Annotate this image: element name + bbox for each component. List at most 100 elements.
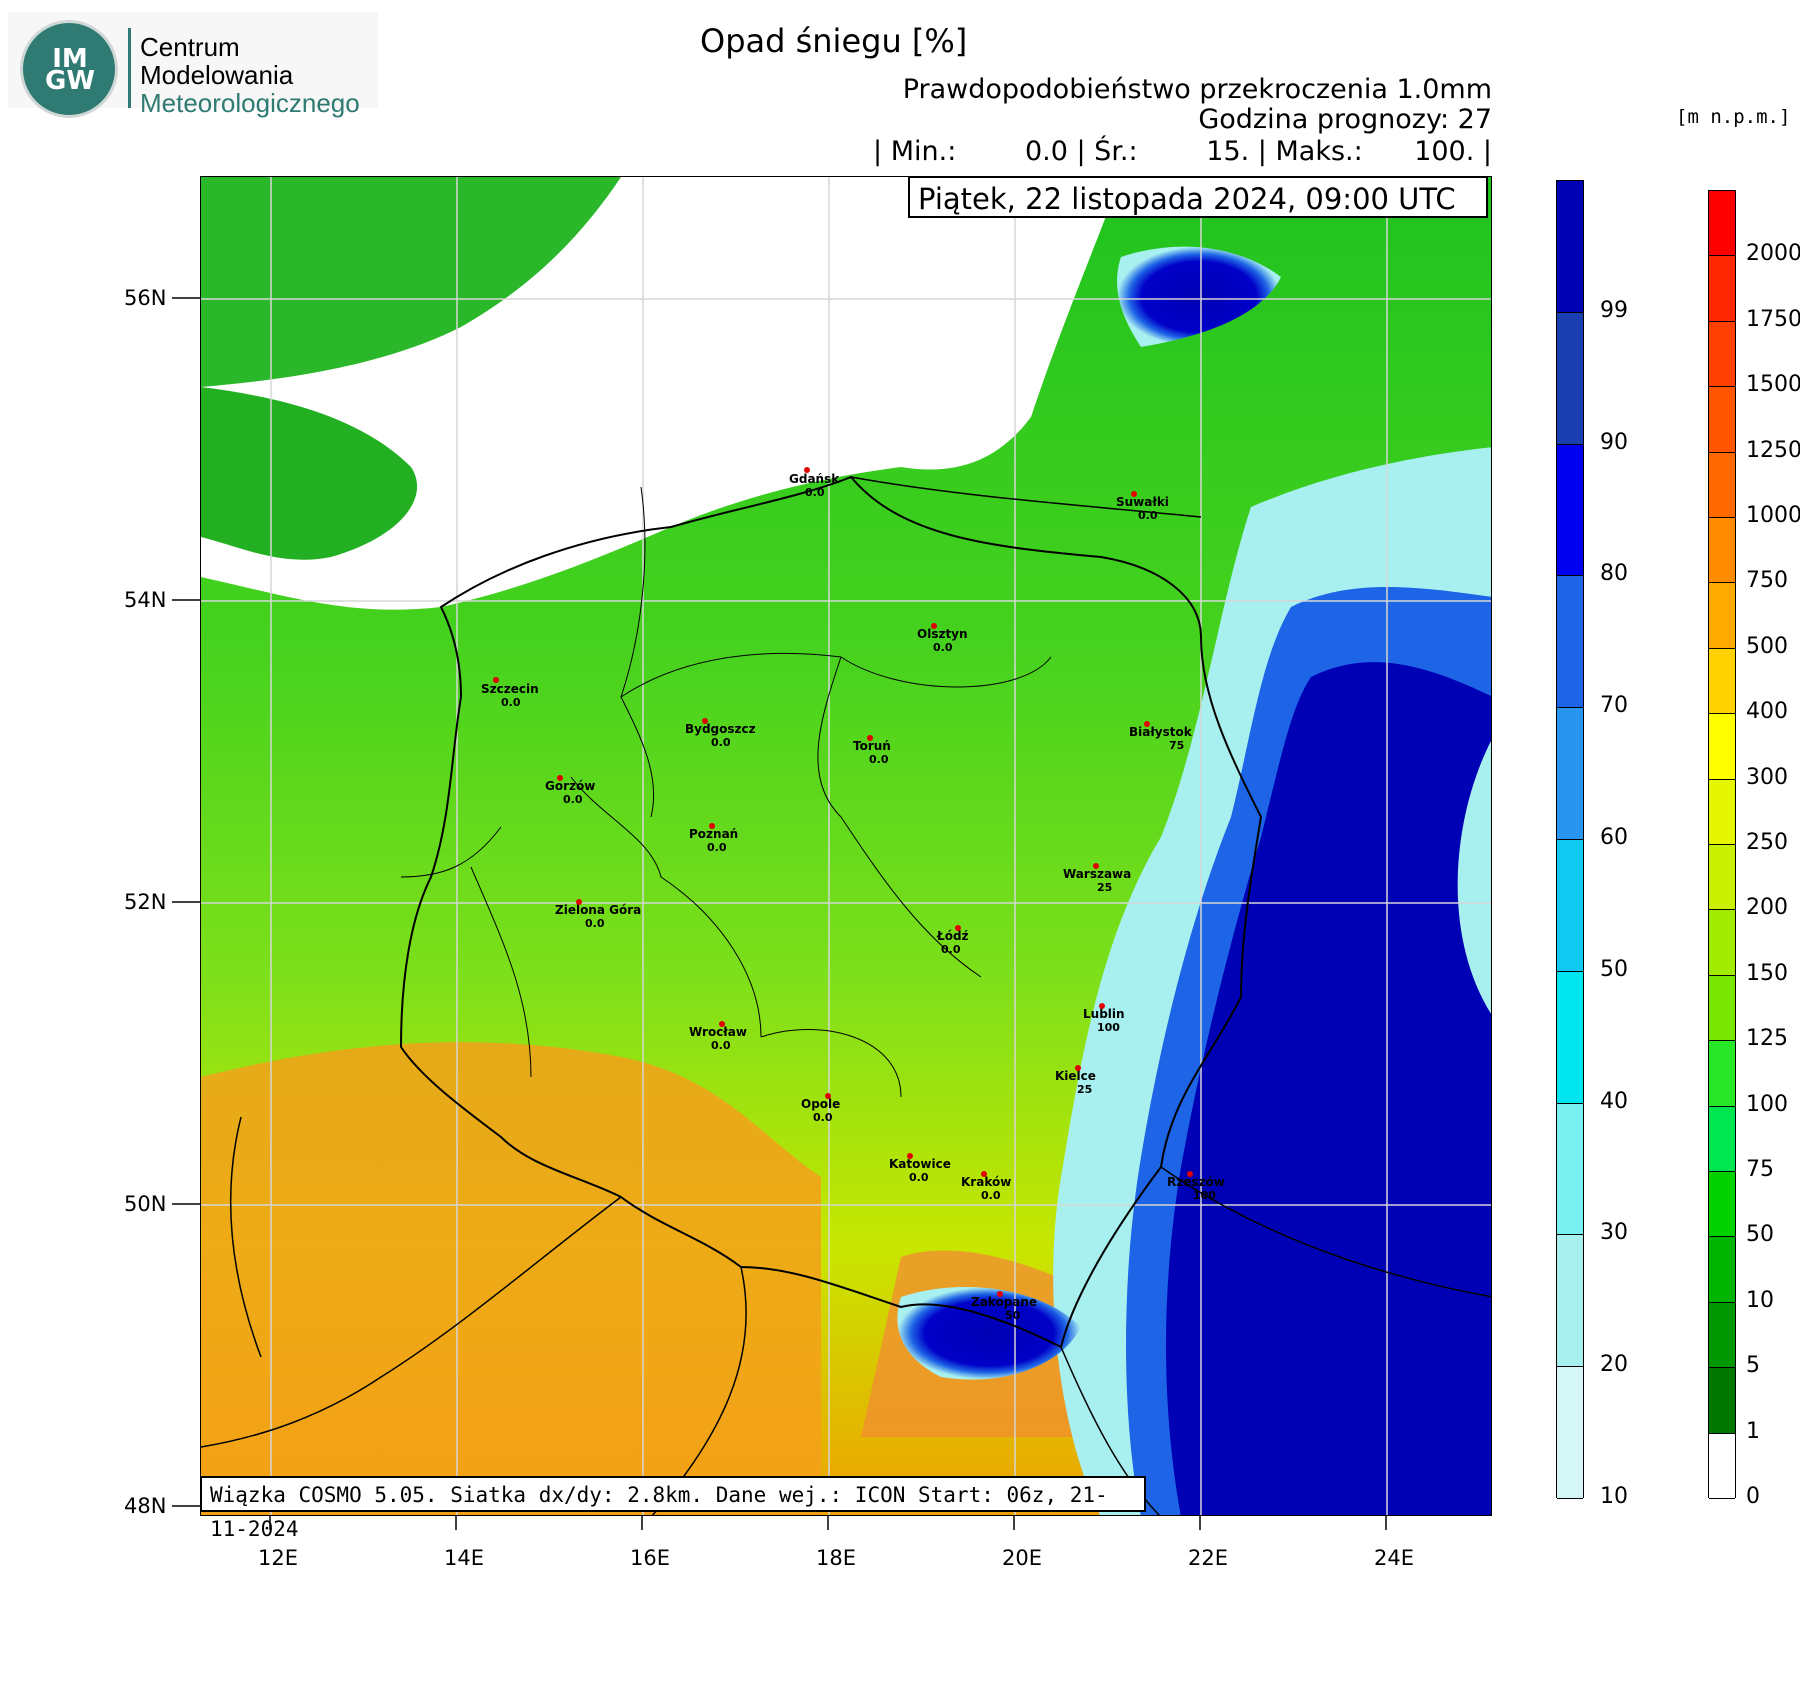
map-subtitle-forecast-hour: Godzina prognozy: 27 [1198,104,1492,135]
probability-label: 30 [1600,1220,1628,1246]
graticule [201,177,1491,1515]
city-bydgoszcz: Bydgoszcz 0.0 [685,722,756,749]
city-value: 0.0 [711,1039,731,1052]
elevation-label: 200 [1746,895,1788,921]
elevation-colorbar-labels: 2000 1750 1500 1250 1000 750 500 400 300 250 200 15… [1746,0,1800,1700]
city-value: 0.0 [711,736,731,749]
city-value: 0.0 [585,917,605,930]
lat-ticks [172,297,200,1507]
city-name: Poznań [689,827,739,841]
city-marker [1131,491,1137,497]
city-katowice: Katowice 0.0 [889,1157,951,1184]
elevation-label: 75 [1746,1157,1774,1182]
elevation-segment [1709,1433,1735,1499]
city-value: 100 [1193,1189,1216,1202]
city-szczecin: Szczecin 0.0 [481,682,539,709]
probability-segment [1557,1367,1583,1499]
elevation-label: 0 [1746,1484,1760,1509]
probability-label: 20 [1600,1352,1628,1378]
elevation-segment [1709,256,1735,322]
probability-segment [1557,1103,1583,1236]
lon-label: 14E [444,1546,484,1570]
probability-segment [1557,181,1583,313]
city-value: 0.0 [933,641,953,654]
city-value: 75 [1169,739,1185,752]
elevation-label: 300 [1746,764,1788,790]
elevation-segment [1709,1368,1735,1434]
city-marker [557,775,563,781]
city-name: Gorzów [545,779,596,793]
lon-label: 22E [1188,1546,1228,1570]
map-subtitle-probability: Prawdopodobieństwo przekroczenia 1.0mm [902,74,1492,105]
elevation-segment [1709,1237,1735,1303]
elevation-label: 1000 [1746,503,1800,528]
city-value: 0.0 [563,793,583,806]
elevation-label: 400 [1746,699,1788,725]
city-marker [1144,721,1150,727]
city-value: 0.0 [909,1171,929,1184]
city-marker [702,718,708,724]
city-marker [907,1153,913,1159]
elevation-segment [1709,975,1735,1042]
elevation-segment [1709,387,1735,453]
elevation-label: 10 [1746,1287,1774,1313]
snow-prob-baltic [1117,246,1281,347]
elevation-label: 250 [1746,830,1788,855]
elevation-label: 100 [1746,1091,1788,1117]
elevation-label: 5 [1746,1353,1760,1379]
city-name: Toruń [853,739,891,753]
snow-prob-high [1166,662,1491,1515]
city-zakopane: Zakopane 50 [971,1295,1037,1322]
elevation-label: 125 [1746,1026,1788,1052]
imgw-emblem [20,20,118,118]
city-value: 0.0 [813,1111,833,1124]
danish-isles [201,387,418,560]
city-lodz: Łódź 0.0 [937,929,969,956]
imgw-logo: IM GW Centrum Modelowania Meteorologiczn… [8,12,378,118]
city-zielona-gora: Zielona Góra 0.0 [555,903,641,930]
elevation-segment [1709,845,1735,911]
city-poznan: Poznań 0.0 [689,827,738,854]
city-gorzow: Gorzów 0.0 [545,779,595,806]
scandinavia-land [201,177,621,387]
elevation-segment [1709,779,1735,845]
elevation-label: 750 [1746,568,1788,594]
city-value: 25 [1077,1083,1093,1096]
city-torun: Toruń 0.0 [853,739,891,766]
city-value: 25 [1097,881,1113,894]
city-rzeszow: Rzeszów 100 [1167,1175,1225,1202]
city-marker [493,677,499,683]
city-marker [1075,1065,1081,1071]
city-suwalki: Suwałki 0.0 [1116,495,1169,522]
city-value: 0.0 [707,841,727,854]
lon-label: 20E [1002,1546,1042,1570]
probability-segment [1557,708,1583,840]
city-name: Opole [801,1097,841,1111]
probability-colorbar-labels: 99 90 80 70 60 50 40 30 20 10 [1600,0,1660,1700]
probability-segment [1557,312,1583,445]
probability-label: 90 [1600,429,1628,455]
elevation-segment [1709,1106,1735,1172]
city-kielce: Kielce 25 [1055,1069,1096,1096]
city-marker [1093,863,1099,869]
snow-prob-tatra [897,1287,1081,1380]
city-value: 0.0 [981,1189,1001,1202]
city-bialystok: Białystok 75 [1129,725,1192,752]
map-canvas [201,177,1491,1515]
lon-label: 16E [630,1546,670,1570]
city-marker [709,823,715,829]
elevation-segment [1709,1172,1735,1238]
city-marker [825,1093,831,1099]
elevation-label: 500 [1746,633,1788,659]
lat-label: 52N [124,890,167,914]
voivodeship-borders [400,486,1052,1098]
elevation-label: 2000 [1746,241,1800,267]
probability-label: 70 [1600,693,1628,719]
city-marker [1099,1003,1105,1009]
elevation-segment [1709,191,1735,257]
lat-label: 50N [124,1192,167,1216]
city-value: 0.0 [941,943,961,956]
probability-segment [1557,576,1583,709]
elevation-segment [1709,518,1735,584]
elevation-label: 150 [1746,960,1788,986]
